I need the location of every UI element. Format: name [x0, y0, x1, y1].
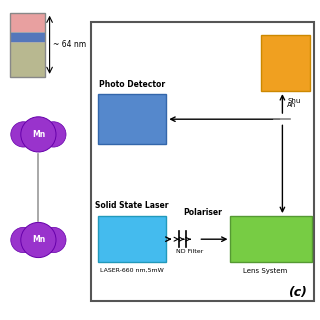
- Bar: [10, 42, 45, 77]
- Text: ND Filter: ND Filter: [176, 249, 203, 254]
- Text: Lens System: Lens System: [243, 268, 287, 274]
- Circle shape: [21, 117, 56, 152]
- Text: LASER-660 nm,5mW: LASER-660 nm,5mW: [100, 268, 164, 273]
- Text: Polariser: Polariser: [183, 208, 222, 217]
- Circle shape: [11, 122, 36, 147]
- Bar: [10, 13, 45, 77]
- Bar: [91, 22, 314, 301]
- Bar: [98, 216, 166, 262]
- Text: Shu: Shu: [287, 98, 300, 104]
- Bar: [261, 35, 310, 91]
- Text: Mn: Mn: [32, 130, 45, 139]
- Bar: [230, 216, 312, 262]
- Circle shape: [41, 122, 66, 147]
- Text: Photo Detector: Photo Detector: [99, 80, 165, 89]
- Circle shape: [21, 222, 56, 258]
- Text: An: An: [287, 102, 296, 108]
- Circle shape: [41, 227, 66, 253]
- Bar: [10, 13, 45, 32]
- Text: (c): (c): [288, 286, 307, 299]
- Text: Mn: Mn: [32, 236, 45, 244]
- Text: Solid State Laser: Solid State Laser: [95, 201, 169, 210]
- Text: ~ 64 nm: ~ 64 nm: [53, 40, 86, 49]
- Bar: [10, 32, 45, 42]
- Bar: [98, 94, 166, 144]
- Circle shape: [11, 227, 36, 253]
